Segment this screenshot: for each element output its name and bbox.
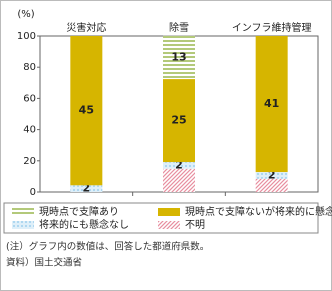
legend-label: 不明: [185, 219, 205, 231]
value-label: 2: [268, 168, 276, 181]
bar-segment: [255, 36, 288, 173]
bar-segment: [163, 79, 195, 163]
y-tick-label: 20: [23, 156, 36, 167]
value-label: 2: [175, 158, 183, 171]
bar-segment: [163, 35, 195, 80]
note: (注）グラフ内の数値は、回答した都道府県数。: [6, 241, 209, 253]
legend-label: 現時点で支障ないが将来的に懸念: [185, 205, 332, 218]
legend-swatch: [12, 221, 34, 229]
x-category-label: インフラ維持管理: [232, 21, 312, 34]
bar-segment: [255, 172, 288, 179]
value-label: 13: [171, 50, 186, 63]
y-tick-label: 100: [17, 31, 36, 42]
value-label: 41: [264, 97, 279, 110]
y-tick-label: 80: [23, 62, 36, 73]
legend-swatch: [158, 208, 180, 216]
bar-segment: [70, 36, 103, 186]
legend-swatch: [12, 208, 34, 216]
y-tick-label: 60: [23, 93, 36, 104]
legend-label: 将来的にも懸念なし: [39, 218, 129, 231]
legend-label: 現時点で支障あり: [39, 205, 119, 218]
bar-segment: [163, 168, 195, 192]
bar-segment: [255, 178, 288, 192]
x-category-label: 災害対応: [66, 21, 106, 34]
legend-swatch: [158, 221, 180, 229]
x-category-label: 除雪: [169, 21, 189, 34]
value-label: 45: [79, 104, 94, 117]
y-tick-label: 40: [23, 125, 36, 136]
value-label: 25: [171, 114, 186, 127]
bar-segment: [70, 185, 103, 192]
value-label: 2: [83, 182, 91, 195]
y-tick-label: 0: [30, 187, 36, 198]
source: 資料）国土交通省: [6, 257, 82, 269]
y-unit: (%): [17, 9, 34, 20]
legend-box: [3, 202, 319, 234]
bar-segment: [163, 162, 195, 169]
